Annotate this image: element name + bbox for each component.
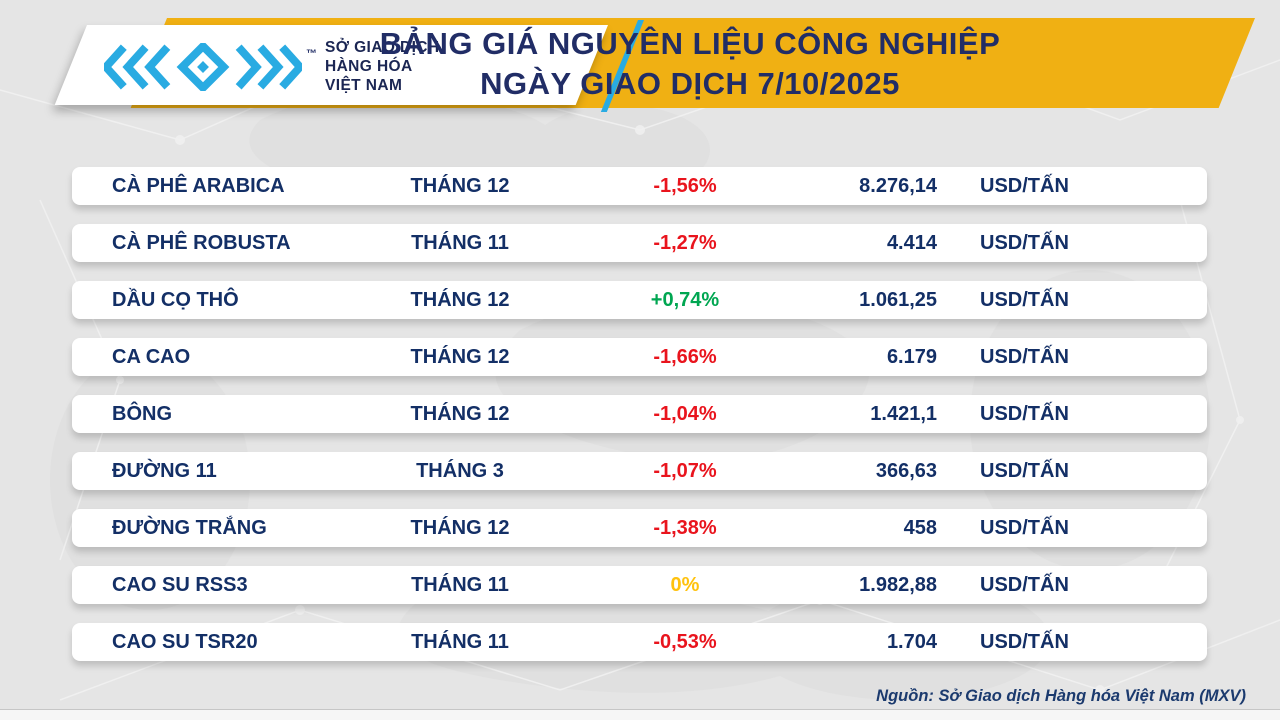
commodity-name: ĐƯỜNG TRẮNG <box>112 516 267 539</box>
price-value: 1.704 <box>886 630 937 653</box>
table-row: DẦU CỌ THÔ THÁNG 12 +0,74% 1.061,25 USD/… <box>72 281 1207 319</box>
commodity-name: BÔNG <box>112 402 172 425</box>
exchange-name-line2: HÀNG HÓA <box>325 58 413 75</box>
contract-month: THÁNG 12 <box>410 174 510 197</box>
page-title-line2: NGÀY GIAO DỊCH 7/10/2025 <box>480 66 900 101</box>
price-value: 458 <box>903 516 937 539</box>
table-row: CA CAO THÁNG 12 -1,66% 6.179 USD/TẤN <box>72 338 1207 376</box>
price-value: 8.276,14 <box>859 174 937 197</box>
price-value: 1.982,88 <box>859 573 937 596</box>
table-row: ĐƯỜNG 11 THÁNG 3 -1,07% 366,63 USD/TẤN <box>72 452 1207 490</box>
change-percent: -1,07% <box>653 459 717 482</box>
source-credit: Nguồn: Sở Giao dịch Hàng hóa Việt Nam (M… <box>876 687 1246 705</box>
price-unit: USD/TẤN <box>980 231 1069 254</box>
contract-month: THÁNG 12 <box>410 345 510 368</box>
exchange-name-line3: VIỆT NAM <box>325 77 403 94</box>
price-unit: USD/TẤN <box>980 630 1069 653</box>
price-unit: USD/TẤN <box>980 174 1069 197</box>
price-unit: USD/TẤN <box>980 573 1069 596</box>
commodity-name: DẦU CỌ THÔ <box>112 288 239 311</box>
page-title: BẢNG GIÁ NGUYÊN LIỆU CÔNG NGHIỆP NGÀY GI… <box>240 24 1140 104</box>
commodity-name: CA CAO <box>112 345 191 368</box>
table-row: CAO SU TSR20 THÁNG 11 -0,53% 1.704 USD/T… <box>72 623 1207 661</box>
mxv-chevrons-icon <box>104 42 302 91</box>
price-unit: USD/TẤN <box>980 345 1069 368</box>
bottom-strip <box>0 709 1280 720</box>
table-row: CÀ PHÊ ROBUSTA THÁNG 11 -1,27% 4.414 USD… <box>72 224 1207 262</box>
commodity-name: CAO SU RSS3 <box>112 573 248 596</box>
price-unit: USD/TẤN <box>980 459 1069 482</box>
table-row: BÔNG THÁNG 12 -1,04% 1.421,1 USD/TẤN <box>72 395 1207 433</box>
change-percent: -1,04% <box>653 402 717 425</box>
page-title-line1: BẢNG GIÁ NGUYÊN LIỆU CÔNG NGHIỆP <box>379 26 1001 61</box>
commodity-name: ĐƯỜNG 11 <box>112 459 217 482</box>
price-value: 366,63 <box>875 459 937 482</box>
change-percent: -0,53% <box>653 630 717 653</box>
price-value: 4.414 <box>886 231 937 254</box>
price-value: 1.421,1 <box>870 402 937 425</box>
price-value: 1.061,25 <box>859 288 937 311</box>
trademark-symbol: ™ <box>306 47 317 60</box>
exchange-name-line1: SỞ GIAO DỊCH <box>325 39 440 56</box>
contract-month: THÁNG 11 <box>411 573 509 596</box>
price-unit: USD/TẤN <box>980 402 1069 425</box>
change-percent: -1,27% <box>653 231 717 254</box>
contract-month: THÁNG 12 <box>410 402 510 425</box>
contract-month: THÁNG 11 <box>411 231 509 254</box>
table-row: CAO SU RSS3 THÁNG 11 0% 1.982,88 USD/TẤN <box>72 566 1207 604</box>
price-unit: USD/TẤN <box>980 288 1069 311</box>
contract-month: THÁNG 11 <box>411 630 509 653</box>
price-table: CÀ PHÊ ARABICA THÁNG 12 -1,56% 8.276,14 … <box>72 167 1207 680</box>
table-row: ĐƯỜNG TRẮNG THÁNG 12 -1,38% 458 USD/TẤN <box>72 509 1207 547</box>
commodity-name: CÀ PHÊ ARABICA <box>112 174 285 197</box>
commodity-name: CÀ PHÊ ROBUSTA <box>112 231 291 254</box>
change-percent: 0% <box>670 573 700 596</box>
table-row: CÀ PHÊ ARABICA THÁNG 12 -1,56% 8.276,14 … <box>72 167 1207 205</box>
contract-month: THÁNG 12 <box>410 288 510 311</box>
price-value: 6.179 <box>886 345 937 368</box>
contract-month: THÁNG 12 <box>410 516 510 539</box>
exchange-name: SỞ GIAO DỊCH HÀNG HÓA VIỆT NAM <box>325 38 439 95</box>
change-percent: +0,74% <box>650 288 720 311</box>
change-percent: -1,38% <box>653 516 717 539</box>
change-percent: -1,66% <box>653 345 717 368</box>
exchange-logo: ™ SỞ GIAO DỊCH HÀNG HÓA VIỆT NAM <box>104 38 439 95</box>
change-percent: -1,56% <box>653 174 717 197</box>
contract-month: THÁNG 3 <box>416 459 504 482</box>
price-unit: USD/TẤN <box>980 516 1069 539</box>
commodity-name: CAO SU TSR20 <box>112 630 258 653</box>
